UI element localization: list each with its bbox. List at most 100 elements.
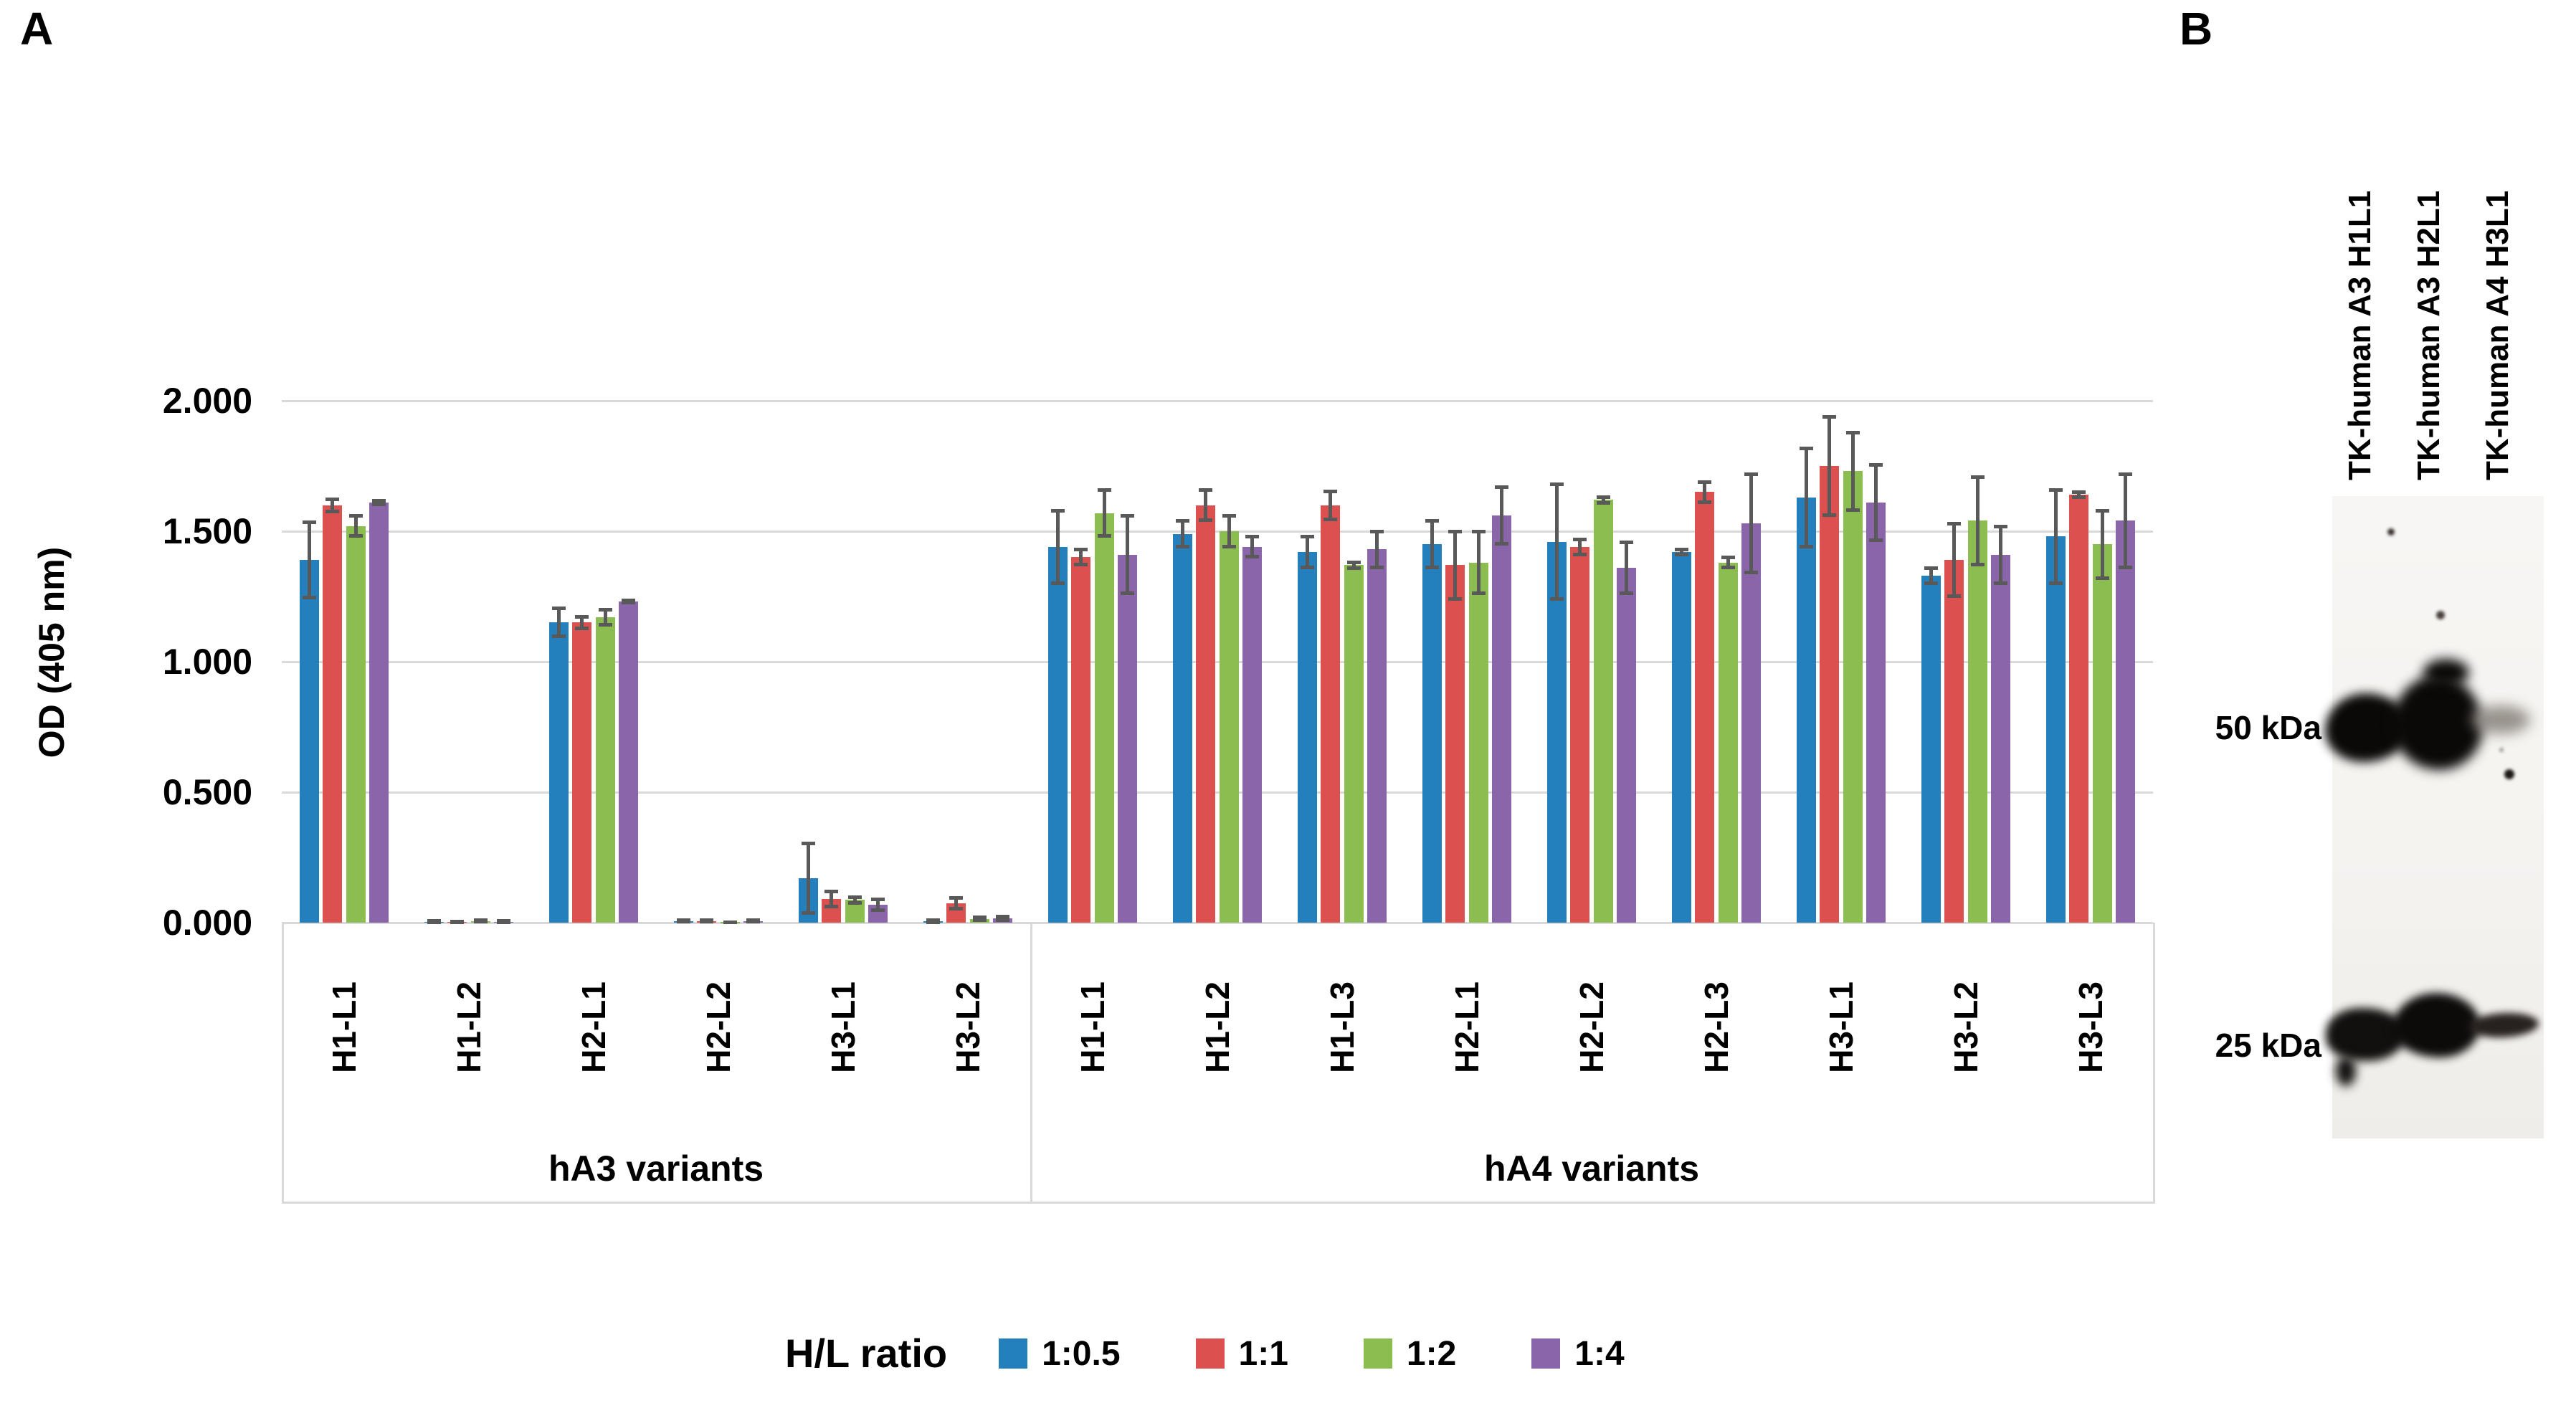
error-bar-cap — [1370, 530, 1384, 533]
error-bar — [1079, 549, 1083, 566]
axis-box-bottom — [282, 1202, 2153, 1204]
error-bar-cap — [801, 841, 815, 845]
error-bar-cap — [1549, 482, 1564, 487]
bar — [1671, 552, 1691, 923]
error-bar-cap — [1346, 566, 1361, 570]
blot-speckle — [2499, 748, 2504, 752]
error-bar-cap — [1869, 538, 1883, 542]
error-bar-cap — [1549, 596, 1564, 601]
bar — [1094, 513, 1114, 923]
x-tick-label: H3-L1 — [824, 981, 862, 1073]
panel-a-label: A — [20, 3, 54, 54]
error-bar-cap — [575, 626, 589, 630]
bar — [1617, 567, 1637, 923]
legend-item-label: 1:1 — [1238, 1334, 1288, 1373]
bar — [1921, 575, 1941, 923]
error-bar-cap — [1721, 565, 1735, 569]
legend-item: 1:0.5 — [999, 1334, 1121, 1374]
axis-box-divider — [1030, 923, 1032, 1204]
error-bar-cap — [1924, 566, 1938, 570]
error-bar-cap — [348, 534, 363, 538]
bar — [299, 560, 319, 923]
error-bar — [1102, 489, 1106, 537]
error-bar-cap — [996, 918, 1010, 922]
error-bar — [1476, 531, 1481, 594]
axis-box-divider — [282, 923, 284, 1204]
error-bar — [1975, 476, 1979, 566]
error-bar-cap — [2119, 472, 2133, 476]
error-bar-cap — [871, 897, 885, 901]
x-tick-label: H3-L3 — [2072, 981, 2109, 1073]
bar — [1118, 554, 1138, 923]
error-bar-cap — [325, 497, 340, 501]
blot-band — [2471, 705, 2530, 734]
bar — [1219, 531, 1239, 923]
blot-speckle — [2504, 769, 2514, 779]
marker-label: 25 kDa — [2215, 1027, 2321, 1064]
error-bar-cap — [575, 615, 589, 619]
error-bar-cap — [1370, 565, 1384, 569]
bar — [1367, 549, 1387, 923]
error-bar-cap — [1698, 500, 1712, 504]
error-bar-cap — [847, 895, 862, 899]
bar — [1468, 562, 1488, 923]
error-bar-cap — [2048, 581, 2063, 585]
y-tick-label: 2.000 — [162, 381, 252, 421]
bar — [1796, 497, 1816, 923]
error-bar-cap — [676, 920, 690, 924]
error-bar-cap — [1674, 547, 1688, 551]
error-bar-cap — [551, 634, 566, 639]
error-bar — [1180, 520, 1184, 547]
x-tick-label: H2-L1 — [1448, 981, 1486, 1073]
error-bar-cap — [1822, 414, 1837, 419]
error-bar — [1375, 531, 1379, 568]
error-bar — [1554, 484, 1559, 599]
error-bar-cap — [1744, 472, 1759, 476]
bar — [548, 622, 569, 923]
error-bar-cap — [1970, 563, 1985, 567]
axis-box-divider — [2153, 923, 2155, 1204]
error-bar-cap — [1970, 475, 1985, 479]
bar — [2045, 536, 2066, 923]
error-bar — [1500, 487, 1504, 545]
panel-b-label: B — [2180, 3, 2213, 54]
error-bar-cap — [1222, 544, 1236, 548]
x-tick-label: H2-L1 — [575, 981, 612, 1073]
error-bar — [1430, 520, 1434, 568]
error-bar-cap — [972, 915, 987, 919]
error-bar-cap — [1947, 594, 1962, 598]
error-bar-cap — [302, 595, 316, 599]
legend-item: 1:2 — [1363, 1334, 1456, 1374]
bar — [1422, 544, 1442, 923]
error-bar-cap — [598, 623, 612, 627]
gridline — [282, 531, 2153, 533]
error-bar-cap — [1175, 519, 1189, 523]
error-bar — [580, 617, 584, 629]
error-bar — [1329, 490, 1333, 520]
bar — [1445, 565, 1465, 923]
bar — [1593, 500, 1613, 923]
x-tick-label: H3-L1 — [1822, 981, 1860, 1073]
error-bar-cap — [1869, 463, 1883, 467]
error-bar — [830, 891, 834, 908]
bar — [1820, 466, 1840, 923]
error-bar-cap — [1721, 556, 1735, 560]
error-bar-cap — [949, 895, 964, 900]
error-bar-cap — [972, 918, 987, 923]
x-tick-label: H1-L1 — [325, 981, 363, 1073]
bar — [1843, 471, 1863, 923]
legend-swatch — [1363, 1338, 1392, 1369]
error-bar-cap — [622, 599, 636, 603]
y-tick-label: 1.000 — [162, 642, 252, 682]
error-bar-cap — [926, 921, 940, 924]
error-bar-cap — [302, 520, 316, 525]
bar — [1344, 565, 1364, 923]
bar — [1297, 552, 1317, 923]
error-bar-cap — [1471, 591, 1486, 596]
error-bar — [954, 897, 959, 909]
x-tick-label: H3-L2 — [949, 981, 987, 1073]
error-bar-cap — [1199, 488, 1213, 492]
bar — [1718, 562, 1738, 923]
legend-item-label: 1:0.5 — [1042, 1334, 1121, 1373]
error-bar-cap — [1596, 500, 1610, 505]
